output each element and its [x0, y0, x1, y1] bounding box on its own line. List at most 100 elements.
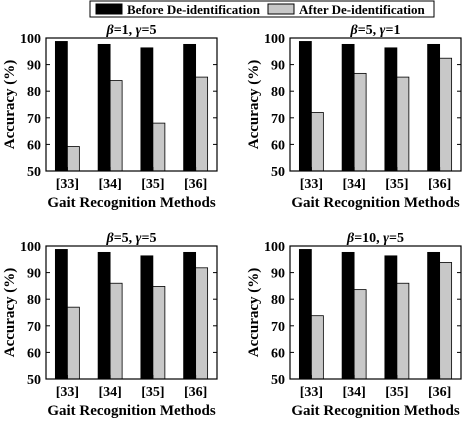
legend-swatch-after	[267, 3, 295, 15]
title-symbol: γ	[136, 23, 142, 38]
y-tick-label: 70	[271, 112, 285, 127]
bar-after-35	[152, 286, 166, 380]
bar-after-35	[396, 282, 410, 380]
bar-before-35	[140, 47, 154, 172]
y-tick-label: 60	[271, 138, 285, 153]
bar-after-36	[195, 267, 209, 380]
y-axis-label: Accuracy (%)	[246, 60, 262, 150]
title-symbol: β	[106, 231, 115, 246]
bar-before-35	[384, 47, 398, 172]
bar-before-36	[427, 251, 441, 380]
chart-title: β=1, γ=5	[106, 23, 157, 38]
y-tick-label: 100	[264, 32, 285, 47]
x-tick-label: [36]	[184, 385, 207, 400]
y-tick-label: 50	[27, 165, 41, 180]
title-text: =5	[389, 231, 404, 246]
chart-panel-4: β=10, γ=5 50 60 70 80 90 100 [33] [34] [35] [36] Ga…	[246, 231, 462, 419]
y-tick-label: 60	[271, 346, 285, 361]
x-tick-label: [33]	[300, 385, 323, 400]
bar-before-34	[341, 43, 355, 172]
legend-label-after: After De-identification	[299, 2, 426, 17]
plot-frame	[289, 245, 462, 380]
bar-before-36	[183, 251, 197, 380]
plot-frame	[45, 37, 218, 172]
x-tick-label: [35]	[385, 177, 408, 192]
title-symbol: γ	[380, 23, 386, 38]
y-tick-label: 90	[27, 267, 41, 282]
y-tick-label: 50	[271, 373, 285, 388]
bar-after-34	[353, 72, 367, 172]
bar-before-34	[97, 251, 111, 380]
y-tick-label: 80	[271, 85, 285, 100]
bar-before-33	[54, 249, 68, 380]
bar-after-35	[152, 122, 166, 172]
x-tick-label: [33]	[56, 177, 79, 192]
bar-after-35	[396, 76, 410, 172]
x-tick-label: [33]	[56, 385, 79, 400]
title-symbol: γ	[383, 231, 389, 246]
title-symbol: γ	[136, 231, 142, 246]
bar-after-36	[439, 262, 453, 380]
x-tick-label: [34]	[98, 177, 121, 192]
bar-before-33	[298, 41, 312, 172]
y-tick-label: 70	[271, 320, 285, 335]
title-symbol: β	[346, 231, 355, 246]
y-tick-label: 100	[20, 32, 41, 47]
bar-after-33	[310, 112, 324, 172]
bar-after-33	[66, 146, 80, 172]
y-tick-label: 90	[27, 59, 41, 74]
y-tick-label: 90	[271, 267, 285, 282]
bar-before-33	[298, 249, 312, 380]
legend: Before De-identification After De-identif…	[89, 0, 435, 18]
chart-title: β=5, γ=1	[350, 23, 401, 38]
y-tick-label: 100	[264, 240, 285, 255]
x-tick-label: [36]	[428, 385, 451, 400]
title-symbol: β	[350, 23, 359, 38]
chart-panel-2: β=5, γ=1 50 60 70 80 90 100 [33] [34] [35] [36] Gai…	[246, 23, 462, 211]
bar-after-34	[109, 80, 123, 172]
bar-before-35	[384, 255, 398, 380]
y-tick-label: 80	[27, 85, 41, 100]
y-tick-label: 60	[27, 138, 41, 153]
y-axis-label: Accuracy (%)	[2, 268, 18, 358]
bar-after-34	[353, 289, 367, 380]
x-axis-label: Gait Recognition Methods	[47, 403, 215, 419]
y-axis-label: Accuracy (%)	[246, 268, 262, 358]
y-tick-label: 60	[27, 346, 41, 361]
bar-after-36	[439, 57, 453, 172]
title-text: =1	[386, 23, 401, 38]
bar-before-33	[54, 41, 68, 172]
x-tick-label: [36]	[184, 177, 207, 192]
y-tick-label: 80	[27, 293, 41, 308]
x-tick-label: [35]	[141, 177, 164, 192]
y-tick-label: 70	[27, 112, 41, 127]
x-axis-label: Gait Recognition Methods	[47, 195, 215, 211]
y-tick-label: 90	[271, 59, 285, 74]
bar-before-34	[341, 251, 355, 380]
bar-after-34	[109, 282, 123, 380]
title-text: =1,	[114, 23, 136, 38]
x-tick-label: [33]	[300, 177, 323, 192]
bar-before-35	[140, 255, 154, 380]
x-tick-label: [35]	[141, 385, 164, 400]
bar-before-34	[97, 43, 111, 172]
title-text: =5	[142, 23, 157, 38]
y-tick-label: 100	[20, 240, 41, 255]
title-text: =5,	[114, 231, 136, 246]
x-axis-label: Gait Recognition Methods	[291, 195, 459, 211]
chart-panel-3: β=5, γ=5 50 60 70 80 90 100 [33] [34] [35] [36] Gai…	[2, 231, 218, 419]
x-tick-label: [36]	[428, 177, 451, 192]
y-tick-label: 50	[27, 373, 41, 388]
title-symbol: β	[106, 23, 115, 38]
legend-box	[89, 0, 435, 18]
y-tick-label: 50	[271, 165, 285, 180]
bar-before-36	[427, 43, 441, 172]
title-text: =5	[142, 231, 157, 246]
y-tick-label: 80	[271, 293, 285, 308]
y-axis-label: Accuracy (%)	[2, 60, 18, 150]
x-axis-label: Gait Recognition Methods	[291, 403, 459, 419]
chart-title: β=5, γ=5	[106, 231, 157, 246]
bar-after-33	[310, 315, 324, 380]
